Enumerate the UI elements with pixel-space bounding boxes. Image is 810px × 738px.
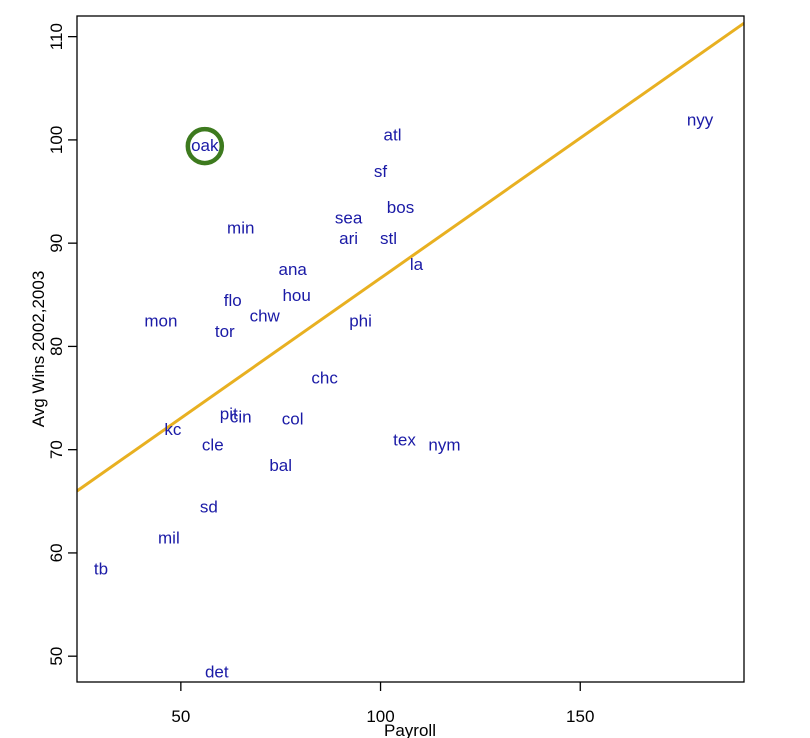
point-label-col: col (282, 410, 304, 429)
point-label-sd: sd (200, 497, 218, 516)
axes: 50 100 150 50 60 70 80 90 100 110 (47, 23, 594, 726)
point-label-chw: chw (250, 306, 281, 325)
y-tick-label: 80 (47, 337, 66, 356)
point-label-la: la (410, 255, 424, 274)
point-label-cin: cin (230, 408, 252, 427)
regression-line (77, 21, 744, 493)
point-label-pit: pit (220, 405, 238, 424)
point-label-oak: oak (191, 136, 219, 155)
point-label-chc: chc (311, 368, 338, 387)
y-tick-label: 60 (47, 543, 66, 562)
x-tick-label: 100 (366, 707, 394, 726)
plot-frame (76, 15, 745, 683)
highlight-circle (185, 126, 225, 166)
point-label-sf: sf (374, 162, 388, 181)
point-label-mil: mil (158, 528, 180, 547)
y-tick-label: 50 (47, 647, 66, 666)
y-tick-label: 90 (47, 234, 66, 253)
point-label-sea: sea (335, 208, 363, 227)
point-label-cle: cle (202, 436, 224, 455)
point-label-bos: bos (387, 198, 414, 217)
y-tick-label: 70 (47, 440, 66, 459)
point-label-det: det (205, 663, 229, 682)
point-label-ari: ari (339, 229, 358, 248)
point-label-atl: atl (384, 126, 402, 145)
y-tick-label: 100 (47, 126, 66, 154)
point-label-stl: stl (380, 229, 397, 248)
point-label-nyy: nyy (687, 110, 714, 129)
point-label-kc: kc (164, 420, 182, 439)
x-axis-title: Payroll (384, 721, 436, 738)
x-tick-label: 150 (566, 707, 594, 726)
y-axis-title: Avg Wins 2002,2003 (29, 271, 48, 428)
point-label-mon: mon (144, 312, 177, 331)
y-tick-label: 110 (47, 23, 66, 50)
point-label-tb: tb (94, 559, 108, 578)
point-label-flo: flo (224, 291, 242, 310)
point-label-min: min (227, 219, 254, 238)
point-label-bal: bal (269, 456, 292, 475)
point-label-tex: tex (393, 430, 416, 449)
point-label-nym: nym (428, 436, 460, 455)
point-label-ana: ana (278, 260, 307, 279)
point-label-tor: tor (215, 322, 235, 341)
point-label-phi: phi (349, 312, 372, 331)
x-tick-label: 50 (171, 707, 190, 726)
point-label-hou: hou (282, 286, 310, 305)
